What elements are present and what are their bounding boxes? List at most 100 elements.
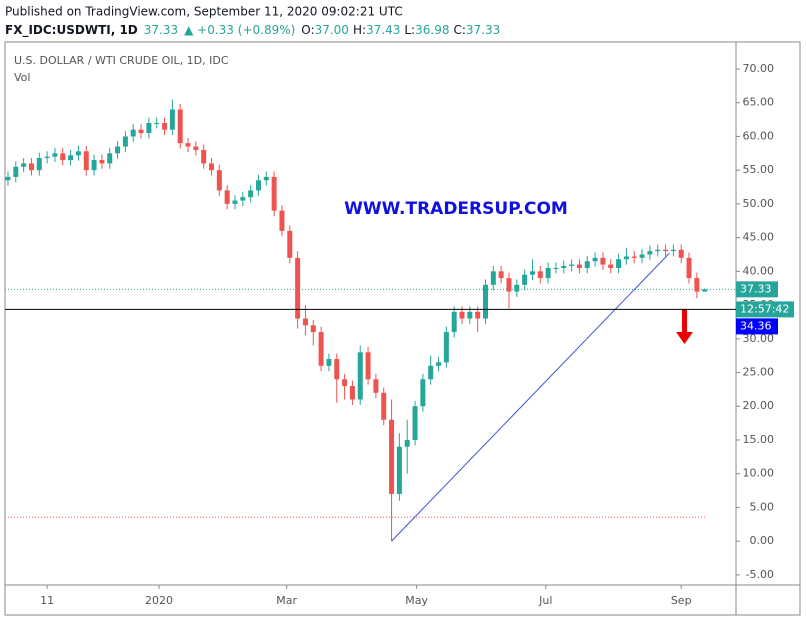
y-tick-label: 60.00 xyxy=(743,129,775,142)
candle-body xyxy=(36,158,42,171)
h-label: H: xyxy=(353,23,366,37)
legend-vol: Vol xyxy=(14,71,30,84)
x-tick-label: Jul xyxy=(538,594,552,607)
x-tick-label: 2020 xyxy=(145,594,173,607)
candle-body xyxy=(498,271,504,279)
candle-body xyxy=(349,386,355,400)
candle-body xyxy=(302,318,308,326)
candle-body xyxy=(584,261,590,268)
candle-body xyxy=(287,230,293,258)
legend-title: U.S. DOLLAR / WTI CRUDE OIL, 1D, IDC xyxy=(14,54,229,67)
y-tick-label: 30.00 xyxy=(743,332,775,345)
candle-body xyxy=(522,274,528,285)
l-label: L: xyxy=(404,23,415,37)
candle-body xyxy=(506,278,512,292)
candle-body xyxy=(107,153,113,164)
x-tick-label: May xyxy=(405,594,428,607)
candle-body xyxy=(209,163,215,171)
candle-body xyxy=(177,109,183,144)
candle-body xyxy=(326,359,332,366)
x-tick-label: 11 xyxy=(40,594,54,607)
candle-body xyxy=(28,163,34,171)
candle-body xyxy=(623,256,629,260)
candle-body xyxy=(639,254,645,258)
candle-body xyxy=(310,325,316,333)
candle-body xyxy=(655,249,661,252)
candle-body xyxy=(475,311,481,319)
candle-body xyxy=(514,284,520,292)
last: 37.33 xyxy=(144,23,178,37)
candle-body xyxy=(91,160,97,171)
x-tick-label: Mar xyxy=(276,594,297,607)
candle-body xyxy=(271,176,277,211)
candle-body xyxy=(162,122,168,130)
symbol-line: FX_IDC:USDWTI, 1D 37.33 ▲ +0.33 (+0.89%) O:… xyxy=(5,23,500,38)
candle-body xyxy=(451,311,457,333)
candle-body xyxy=(482,284,488,319)
candle-body xyxy=(216,170,222,191)
candle-body xyxy=(44,156,50,159)
c-label: C: xyxy=(453,23,465,37)
candle-body xyxy=(647,251,653,255)
y-tick-label: 20.00 xyxy=(743,399,775,412)
candle-body xyxy=(232,200,238,204)
candle-body xyxy=(569,264,575,266)
candle-body xyxy=(616,259,622,268)
countdown-box xyxy=(736,301,794,318)
last-price-label: 37.33 xyxy=(740,282,772,295)
candle-body xyxy=(169,109,175,130)
candle-body xyxy=(702,289,708,292)
candle-body xyxy=(537,271,543,279)
candle-body xyxy=(592,257,598,262)
last-price-box xyxy=(736,281,778,298)
candle-body xyxy=(122,136,128,147)
candle-body xyxy=(576,264,582,268)
trendline xyxy=(391,252,670,542)
candle-body xyxy=(193,146,199,150)
o-label: O: xyxy=(301,23,314,37)
countdown-label: 12:57:42 xyxy=(740,302,789,315)
candle-body xyxy=(694,278,700,292)
candle-body xyxy=(670,249,676,252)
candle-body xyxy=(154,122,160,124)
candle-body xyxy=(68,155,74,161)
y-tick-label: 55.00 xyxy=(743,163,775,176)
candle-body xyxy=(240,197,246,201)
watermark: WWW.TRADERSUP.COM xyxy=(344,199,568,219)
candle-body xyxy=(318,332,324,366)
y-tick-label: 5.00 xyxy=(750,500,775,513)
candle-body xyxy=(631,256,637,258)
candle-body xyxy=(224,190,230,204)
candle-body xyxy=(21,163,27,167)
candle-body xyxy=(60,153,66,161)
candle-body xyxy=(467,311,473,319)
candle-body xyxy=(396,446,402,494)
candle-body xyxy=(545,267,551,279)
candle-body xyxy=(663,249,669,252)
candle-body xyxy=(5,176,11,181)
y-tick-label: 45.00 xyxy=(743,231,775,244)
symbol: FX_IDC:USDWTI, 1D xyxy=(5,23,138,38)
h-value: 37.43 xyxy=(366,23,400,37)
candle-body xyxy=(146,122,152,134)
candle-body xyxy=(373,379,379,393)
y-tick-label: 65.00 xyxy=(743,96,775,109)
y-tick-label: 70.00 xyxy=(743,62,775,75)
y-tick-label: 0.00 xyxy=(750,534,775,547)
candle-body xyxy=(185,143,191,147)
candle-body xyxy=(52,153,58,157)
hline-label: 34.36 xyxy=(740,319,772,332)
candle-body xyxy=(600,257,606,265)
candle-body xyxy=(490,271,496,285)
candle-body xyxy=(334,359,340,380)
candle-body xyxy=(608,264,614,268)
candle-body xyxy=(138,129,144,134)
arrow xyxy=(676,309,693,344)
candle-body xyxy=(412,406,418,440)
frame xyxy=(4,41,801,616)
candle-body xyxy=(381,392,387,420)
candle-body xyxy=(459,311,465,319)
candle-body xyxy=(83,151,89,171)
candle-body xyxy=(561,265,567,268)
